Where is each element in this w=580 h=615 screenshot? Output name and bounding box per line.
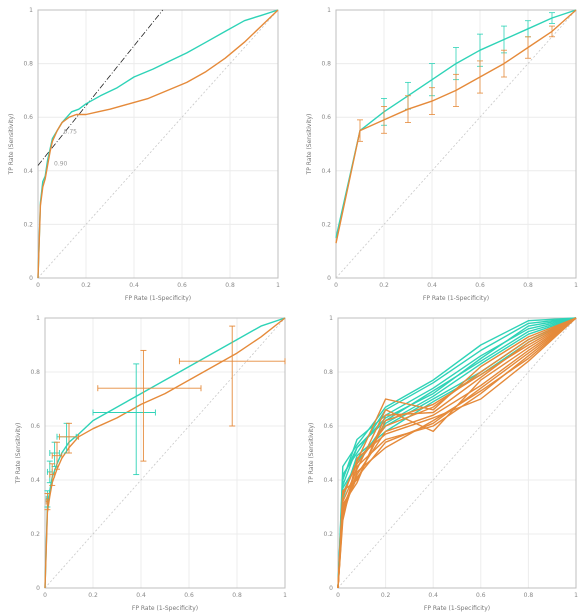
x-tick-label: 0 (334, 282, 338, 289)
roc-curve (337, 317, 577, 589)
roc-top-left: 0 0.2 0.4 0.6 0.8 1 0 0.2 0.4 0.6 0.8 1 FP Rate (1-S… (8, 7, 280, 302)
threshold-annotation: 0.90 (54, 160, 68, 167)
roc-curve (335, 9, 577, 238)
x-tick-label: 1 (283, 592, 287, 599)
x-axis-label: FP Rate (1-Specificity) (125, 295, 191, 302)
roc-curve (44, 317, 286, 589)
y-tick-label: 0 (327, 275, 331, 282)
x-tick-label: 0.2 (81, 282, 91, 289)
x-tick-label: 0.8 (232, 592, 242, 599)
grid (44, 317, 286, 589)
x-tick-label: 0 (43, 592, 47, 599)
tangent-line (37, 9, 164, 166)
y-tick-label: 0.6 (323, 423, 333, 430)
roc-curve (337, 317, 577, 589)
roc-curve (337, 317, 577, 589)
roc-curve (337, 317, 577, 589)
x-tick-label: 0.4 (129, 282, 139, 289)
chance-diagonal (44, 317, 286, 589)
y-tick-label: 0.8 (30, 369, 40, 376)
y-tick-label: 0.4 (323, 477, 333, 484)
roc-curve (44, 317, 286, 589)
roc-curve (337, 317, 577, 589)
y-tick-label: 0 (29, 275, 33, 282)
x-tick-label: 0.2 (381, 592, 391, 599)
x-tick-label: 0.8 (523, 282, 533, 289)
plot-frame (335, 9, 577, 279)
y-tick-label: 0.8 (23, 61, 33, 68)
x-tick-label: 0 (36, 282, 40, 289)
roc-curve (337, 317, 577, 589)
y-tick-label: 1 (329, 315, 333, 322)
chance-diagonal (37, 9, 279, 279)
y-tick-label: 0.6 (30, 423, 40, 430)
x-tick-label: 0.2 (88, 592, 98, 599)
roc-top-right: 0 0.2 0.4 0.6 0.8 1 0 0.2 0.4 0.6 0.8 1 FP Rate (1-S… (306, 7, 578, 302)
y-tick-label: 0.4 (30, 477, 40, 484)
y-tick-label: 1 (327, 7, 331, 14)
chance-diagonal (337, 317, 577, 589)
x-axis-label: FP Rate (1-Specificity) (423, 295, 489, 302)
y-tick-label: 0.2 (321, 221, 331, 228)
x-tick-label: 0.4 (427, 282, 437, 289)
roc-curve (337, 317, 577, 589)
y-tick-label: 0.8 (323, 369, 333, 376)
x-tick-label: 0 (336, 592, 340, 599)
plot-frame (37, 9, 279, 279)
x-axis-label: FP Rate (1-Specificity) (424, 605, 490, 612)
roc-curve (337, 317, 577, 589)
y-tick-label: 0.2 (323, 531, 333, 538)
roc-curve (37, 9, 279, 279)
x-tick-label: 0.2 (379, 282, 389, 289)
y-axis-label: TP Rate (Sensitivity) (306, 114, 313, 176)
roc-curve (337, 317, 577, 589)
y-axis-label: TP Rate (Sensitivity) (8, 114, 15, 176)
roc-curve (337, 317, 577, 589)
x-tick-label: 0.4 (136, 592, 146, 599)
x-tick-label: 0.6 (177, 282, 187, 289)
y-tick-label: 0 (36, 585, 40, 592)
y-axis-label: TP Rate (Sensitivity) (308, 423, 315, 485)
plot-frame (44, 317, 286, 589)
threshold-annotation: 0.75 (64, 128, 78, 135)
roc-bottom-left: 0 0.2 0.4 0.6 0.8 1 0 0.2 0.4 0.6 0.8 1 FP Rate (1-S… (15, 315, 287, 612)
roc-curve (335, 9, 577, 244)
y-tick-label: 1 (29, 7, 33, 14)
y-tick-label: 0 (329, 585, 333, 592)
roc-curve (37, 9, 279, 279)
y-tick-label: 1 (36, 315, 40, 322)
x-axis-label: FP Rate (1-Specificity) (132, 605, 198, 612)
y-tick-label: 0.4 (321, 168, 331, 175)
x-tick-label: 0.8 (225, 282, 235, 289)
y-tick-label: 0.2 (23, 221, 33, 228)
x-tick-label: 0.8 (524, 592, 534, 599)
y-tick-label: 0.2 (30, 531, 40, 538)
plot-frame (337, 317, 577, 589)
x-tick-label: 0.6 (475, 282, 485, 289)
x-tick-label: 0.6 (476, 592, 486, 599)
x-tick-label: 0.6 (184, 592, 194, 599)
y-tick-label: 0.6 (23, 114, 33, 121)
y-tick-label: 0.4 (23, 168, 33, 175)
x-tick-label: 1 (276, 282, 280, 289)
x-tick-label: 1 (574, 282, 578, 289)
roc-bottom-right: 0 0.2 0.4 0.6 0.8 1 0 0.2 0.4 0.6 0.8 1 FP Rate (1-S… (308, 315, 578, 612)
y-tick-label: 0.6 (321, 114, 331, 121)
x-tick-label: 0.4 (428, 592, 438, 599)
y-axis-label: TP Rate (Sensitivity) (15, 423, 22, 485)
y-tick-label: 0.8 (321, 61, 331, 68)
x-tick-label: 1 (574, 592, 578, 599)
